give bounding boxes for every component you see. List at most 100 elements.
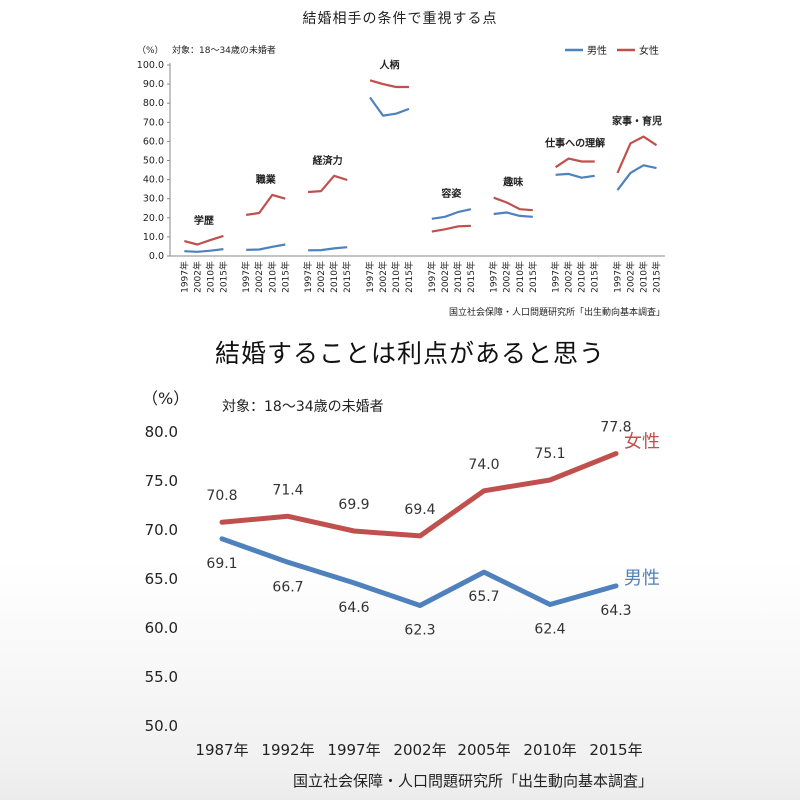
chart1-x-tick-label: 2015年	[341, 261, 353, 293]
chart1-title: 結婚相手の条件で重視する点	[303, 10, 498, 27]
chart1-series-male-6	[555, 172, 595, 179]
chart2-data-label: 69.9	[338, 497, 369, 513]
chart1-x-tick-label: 2010年	[266, 261, 278, 293]
chart1-series-female-3	[369, 79, 409, 89]
chart1-y-tick-label: 60.0	[143, 136, 164, 147]
chart1-x-tick-label: 2002年	[315, 261, 327, 293]
chart1-category-label: 仕事への理解	[544, 137, 605, 150]
chart1-category-label: 経済力	[313, 154, 343, 167]
chart2-data-label: 75.1	[534, 446, 565, 462]
chart1-x-tick-label: 2010年	[204, 261, 216, 293]
chart1-x-tick-label: 2015年	[589, 261, 601, 293]
chart1-target-note: 対象：18～34歳の未婚者	[172, 44, 276, 56]
chart2-y-tick-label: 60.0	[145, 619, 178, 637]
chart1-x-tick-label: 1997年	[426, 261, 438, 293]
chart2-legend-female-label: 女性	[624, 432, 660, 453]
chart1-x-tick-label: 1997年	[302, 261, 314, 293]
chart1-series-male-0	[184, 248, 224, 253]
chart1-series-female-6	[554, 157, 595, 169]
chart1-x-tick-label: 1997年	[488, 261, 500, 293]
chart2-y-tick-label: 80.0	[145, 423, 178, 441]
chart2-x-tick-label: 2002年	[393, 741, 446, 759]
chart2-data-label: 77.8	[600, 420, 631, 436]
chart1-category-label: 学歴	[194, 214, 214, 227]
chart1-x-tick-label: 2015年	[651, 261, 663, 293]
chart2-data-label: 62.4	[534, 621, 565, 637]
chart1-y-tick-label: 90.0	[143, 79, 164, 90]
chart1-series-male-7	[616, 164, 657, 191]
chart2-x-tick-label: 1997年	[327, 741, 380, 759]
chart2-series-female	[219, 451, 619, 539]
chart2-unit-label: （%）	[142, 389, 189, 408]
chart1-y-tick-label: 40.0	[143, 175, 164, 186]
chart2-data-label: 69.1	[206, 556, 237, 572]
chart1-series-male-2	[308, 246, 348, 252]
chart1-series-female-5	[493, 196, 533, 212]
chart2-y-tick-label: 65.0	[145, 570, 178, 588]
chart1-series-female-1	[246, 193, 286, 216]
chart2-y-tick-label: 70.0	[145, 521, 178, 539]
chart2-x-tick-label: 1987年	[195, 741, 248, 759]
chart1-category-label: 人柄	[379, 58, 399, 71]
chart1-x-tick-label: 1997年	[240, 261, 252, 293]
chart2-x-tick-label: 1992年	[261, 741, 314, 759]
chart2-data-label: 64.6	[338, 600, 369, 616]
chart2-data-label: 74.0	[468, 457, 499, 473]
chart1-x-tick-label: 2002年	[439, 261, 451, 293]
chart1-x-tick-label: 2015年	[279, 261, 291, 293]
chart1-series-female-7	[616, 135, 658, 174]
chart1-series-female-4	[431, 224, 471, 233]
chart2-title: 結婚することは利点があると思う	[215, 339, 605, 368]
chart2-target-note: 対象：18～34歳の未婚者	[222, 399, 384, 415]
chart1-x-tick-label: 2002年	[377, 261, 389, 293]
chart1-series-female-0	[184, 234, 224, 246]
chart1-x-tick-label: 2002年	[501, 261, 513, 293]
chart1-y-tick-label: 100.0	[137, 60, 164, 71]
chart1-category-label: 趣味	[502, 176, 523, 189]
chart2-data-label: 62.3	[404, 622, 435, 638]
chart1-x-tick-label: 1997年	[364, 261, 376, 293]
chart1-category-label: 家事・育児	[612, 115, 662, 128]
chart2-data-label: 66.7	[272, 579, 303, 595]
chart1-x-tick-label: 2002年	[253, 261, 265, 293]
chart1-y-tick-label: 20.0	[143, 213, 164, 224]
chart1-y-tick-label: 80.0	[143, 98, 164, 109]
chart1-y-tick-label: 70.0	[143, 117, 164, 128]
chart2-y-tick-label: 75.0	[145, 472, 178, 490]
chart1-series-female-2	[308, 174, 348, 194]
chart2-series-male	[219, 536, 619, 608]
chart1-x-tick-label: 2010年	[452, 261, 464, 293]
chart1-category-label: 容姿	[440, 187, 461, 200]
chart1-x-tick-label: 2010年	[576, 261, 588, 293]
chart2-y-tick-label: 50.0	[145, 717, 178, 735]
chart1-unit-label: （%）	[137, 45, 164, 56]
chart1-y-tick-label: 0.0	[149, 251, 164, 262]
chart1-x-tick-label: 2010年	[514, 261, 526, 293]
chart1-y-tick-label: 50.0	[143, 156, 164, 167]
chart1-x-tick-label: 2015年	[217, 261, 229, 293]
chart-conditions: 結婚相手の条件で重視する点 （%） 対象：18～34歳の未婚者 0.0 10.0 20.0…	[137, 10, 665, 318]
chart1-x-tick-label: 2010年	[638, 261, 650, 293]
chart1-y-tick-label: 10.0	[143, 232, 164, 243]
chart1-source: 国立社会保障・人口問題研究所「出生動向基本調査」	[449, 306, 665, 318]
chart1-x-tick-label: 2015年	[527, 261, 539, 293]
chart2-source: 国立社会保障・人口問題研究所「出生動向基本調査」	[293, 772, 653, 790]
chart1-x-tick-label: 2010年	[390, 261, 402, 293]
chart1-legend-female-label: 女性	[639, 44, 659, 57]
chart1-x-tick-label: 1997年	[178, 261, 190, 293]
chart2-data-label: 64.3	[600, 603, 631, 619]
chart2-data-label: 70.8	[206, 488, 237, 504]
chart1-x-tick-label: 2015年	[403, 261, 415, 293]
chart1-x-tick-label: 1997年	[611, 261, 623, 293]
chart1-x-tick-label: 2002年	[563, 261, 575, 293]
chart2-x-tick-label: 2010年	[523, 741, 576, 759]
chart1-y-tick-label: 30.0	[143, 194, 164, 205]
chart1-x-tick-label: 2015年	[465, 261, 477, 293]
chart1-x-tick-label: 1997年	[550, 261, 562, 293]
chart1-series-male-5	[493, 211, 533, 218]
chart2-x-tick-label: 2005年	[457, 741, 510, 759]
chart2-data-label: 69.4	[404, 502, 435, 518]
chart2-legend-male-label: 男性	[624, 568, 660, 589]
